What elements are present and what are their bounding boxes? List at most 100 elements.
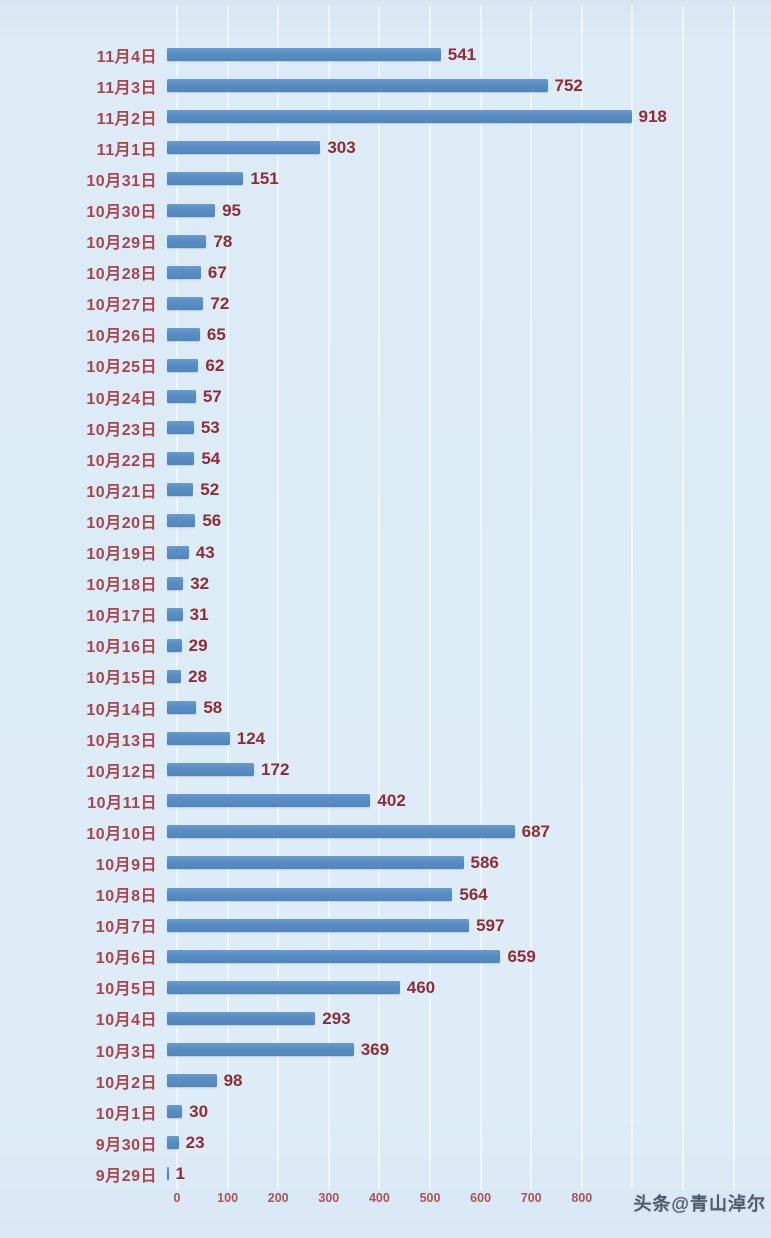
bar-track: 752 [167, 77, 771, 94]
bar-track: 57 [167, 387, 771, 407]
bar-track: 52 [167, 480, 771, 500]
value-label: 293 [322, 1008, 351, 1028]
bar-row: 10月21日 52 [0, 474, 771, 505]
bar-row: 10月29日 78 [0, 226, 771, 257]
value-label: 597 [476, 915, 505, 935]
bar [167, 1167, 169, 1181]
category-label: 10月13日 [86, 732, 157, 750]
bar-row: 9月29日 1 [0, 1158, 771, 1189]
x-axis-tick-label: 100 [217, 1191, 239, 1205]
value-label: 58 [203, 698, 223, 718]
bar [167, 701, 197, 715]
bar [167, 79, 548, 93]
bar-track: 23 [167, 1133, 771, 1153]
bar-track: 67 [167, 264, 771, 281]
bar-row: 10月22日 54 [0, 443, 771, 474]
bar-row: 10月8日 564 [0, 879, 771, 910]
bar [167, 1136, 179, 1150]
bar [167, 514, 196, 528]
category-label: 10月11日 [87, 794, 157, 812]
bar-track: 151 [167, 170, 771, 187]
category-label: 11月4日 [96, 48, 157, 66]
value-label: 30 [189, 1102, 209, 1122]
bar-row: 10月9日 586 [0, 847, 771, 878]
bar-row: 10月26日 65 [0, 319, 771, 350]
value-label: 78 [213, 231, 233, 251]
category-label: 10月20日 [86, 514, 157, 532]
category-label: 9月30日 [95, 1136, 157, 1154]
value-label: 72 [210, 293, 230, 313]
bar-row: 10月15日 28 [0, 661, 771, 692]
bar [167, 1074, 217, 1088]
x-axis: 0 100 200 300 400 500 600 700 800 [0, 1191, 771, 1209]
x-axis-tick-label: 700 [520, 1191, 542, 1205]
bar [167, 265, 201, 279]
bar [167, 607, 183, 621]
value-label: 369 [360, 1040, 390, 1060]
category-label: 10月18日 [86, 577, 157, 595]
value-label: 659 [507, 946, 536, 966]
category-label: 10月10日 [86, 825, 157, 843]
value-label: 57 [202, 387, 222, 407]
bar-track: 1 [167, 1164, 771, 1184]
category-label: 10月15日 [86, 670, 157, 688]
x-axis-tick-label: 200 [267, 1191, 289, 1205]
bar [167, 918, 470, 932]
bar [167, 825, 515, 839]
bar [167, 296, 204, 310]
value-label: 918 [638, 107, 667, 127]
bar-row: 11月1日 303 [0, 132, 771, 163]
category-label: 10月2日 [95, 1074, 157, 1092]
bar [167, 638, 182, 652]
bar-row: 10月7日 597 [0, 910, 771, 941]
bar-track: 54 [167, 449, 771, 469]
bar-row: 10月30日 95 [0, 194, 771, 225]
value-label: 52 [200, 480, 220, 500]
category-label: 10月24日 [86, 390, 157, 408]
bar-row: 10月6日 659 [0, 941, 771, 972]
category-label: 10月28日 [86, 266, 157, 284]
bar-track: 65 [167, 326, 771, 343]
category-label: 10月5日 [95, 981, 157, 999]
value-label: 29 [188, 635, 208, 655]
value-label: 172 [261, 760, 290, 780]
bar-row: 10月16日 29 [0, 630, 771, 661]
bar [167, 949, 501, 963]
bar-track: 32 [167, 575, 771, 592]
category-label: 10月23日 [86, 421, 157, 439]
bar [167, 732, 230, 746]
bar [167, 110, 632, 124]
bar-row: 10月2日 98 [0, 1065, 771, 1096]
category-label: 10月29日 [86, 235, 157, 253]
bar-track: 369 [167, 1040, 771, 1060]
bar-row: 10月28日 67 [0, 257, 771, 288]
category-label: 10月7日 [95, 919, 157, 937]
value-label: 28 [188, 666, 208, 686]
bar-track: 293 [167, 1008, 771, 1028]
category-label: 10月26日 [86, 328, 157, 346]
value-label: 54 [201, 449, 221, 469]
value-label: 687 [521, 822, 550, 842]
bar [167, 483, 194, 497]
bar [167, 545, 189, 559]
bar-track: 303 [167, 139, 771, 156]
category-label: 10月22日 [86, 452, 157, 470]
category-label: 9月29日 [95, 1167, 157, 1185]
category-label: 10月8日 [95, 888, 157, 906]
bar-row: 11月4日 541 [0, 39, 771, 70]
value-label: 1 [175, 1164, 185, 1184]
bar [167, 172, 244, 186]
bar-track: 53 [167, 419, 771, 436]
category-label: 10月30日 [86, 204, 157, 222]
bar-row: 10月27日 72 [0, 288, 771, 319]
category-label: 10月6日 [95, 950, 157, 968]
bar-track: 31 [167, 606, 771, 623]
bar-track: 564 [167, 886, 771, 903]
category-label: 10月12日 [86, 763, 157, 781]
bar-track: 918 [167, 107, 771, 127]
bar-track: 43 [167, 544, 771, 561]
x-axis-tick-label: 400 [368, 1191, 390, 1205]
value-label: 23 [185, 1133, 205, 1153]
bar-track: 402 [167, 792, 771, 809]
bar [167, 141, 321, 155]
